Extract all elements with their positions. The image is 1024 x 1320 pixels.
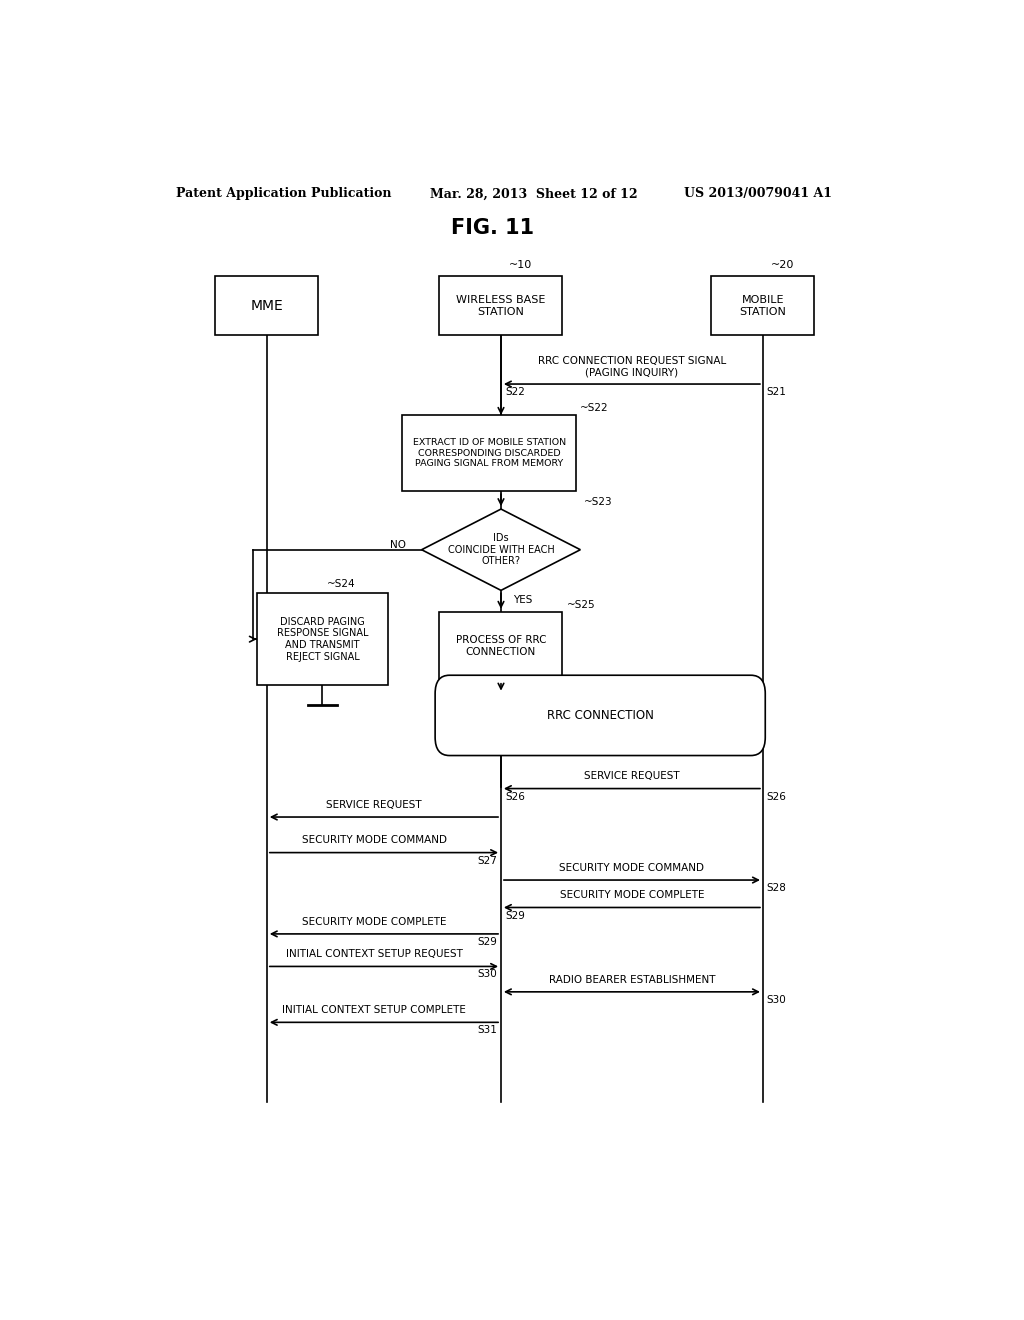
Text: S30: S30 [767, 995, 786, 1005]
Text: MOBILE
STATION: MOBILE STATION [739, 294, 786, 317]
FancyBboxPatch shape [439, 276, 562, 335]
Text: INITIAL CONTEXT SETUP COMPLETE: INITIAL CONTEXT SETUP COMPLETE [282, 1006, 466, 1015]
Text: S26: S26 [505, 792, 525, 801]
Text: MME: MME [251, 298, 284, 313]
Text: S29: S29 [505, 911, 525, 920]
Text: SECURITY MODE COMMAND: SECURITY MODE COMMAND [559, 863, 705, 873]
Text: ~S22: ~S22 [581, 403, 609, 413]
Text: ~20: ~20 [771, 260, 795, 271]
Text: ~S24: ~S24 [327, 579, 355, 589]
Text: PROCESS OF RRC
CONNECTION: PROCESS OF RRC CONNECTION [456, 635, 546, 657]
Text: RRC CONNECTION: RRC CONNECTION [547, 709, 653, 722]
FancyBboxPatch shape [439, 611, 562, 681]
Text: Mar. 28, 2013  Sheet 12 of 12: Mar. 28, 2013 Sheet 12 of 12 [430, 187, 637, 201]
Text: SECURITY MODE COMPLETE: SECURITY MODE COMPLETE [302, 917, 446, 927]
Text: S27: S27 [477, 855, 497, 866]
Text: S31: S31 [477, 1026, 497, 1035]
Text: EXTRACT ID OF MOBILE STATION
CORRESPONDING DISCARDED
PAGING SIGNAL FROM MEMORY: EXTRACT ID OF MOBILE STATION CORRESPONDI… [413, 438, 565, 469]
Text: SERVICE REQUEST: SERVICE REQUEST [584, 771, 680, 781]
FancyBboxPatch shape [257, 594, 388, 685]
Text: Patent Application Publication: Patent Application Publication [176, 187, 391, 201]
Text: ~S23: ~S23 [585, 498, 613, 507]
Text: S30: S30 [477, 969, 497, 979]
Polygon shape [422, 510, 581, 590]
FancyBboxPatch shape [435, 676, 765, 755]
Text: S28: S28 [767, 883, 786, 894]
Text: YES: YES [513, 595, 532, 606]
Text: SECURITY MODE COMMAND: SECURITY MODE COMMAND [301, 836, 446, 846]
Text: RADIO BEARER ESTABLISHMENT: RADIO BEARER ESTABLISHMENT [549, 974, 715, 985]
FancyBboxPatch shape [712, 276, 814, 335]
Text: US 2013/0079041 A1: US 2013/0079041 A1 [684, 187, 831, 201]
Text: SERVICE REQUEST: SERVICE REQUEST [327, 800, 422, 810]
Text: RRC CONNECTION REQUEST SIGNAL
(PAGING INQUIRY): RRC CONNECTION REQUEST SIGNAL (PAGING IN… [538, 356, 726, 378]
Text: S26: S26 [767, 792, 786, 801]
Text: ~10: ~10 [509, 260, 532, 271]
Text: S29: S29 [477, 937, 497, 946]
Text: S21: S21 [767, 387, 786, 397]
Text: SECURITY MODE COMPLETE: SECURITY MODE COMPLETE [560, 891, 705, 900]
Text: ~S25: ~S25 [566, 599, 595, 610]
FancyBboxPatch shape [401, 414, 577, 491]
Text: WIRELESS BASE
STATION: WIRELESS BASE STATION [457, 294, 546, 317]
Text: S22: S22 [505, 387, 525, 397]
Text: IDs
COINCIDE WITH EACH
OTHER?: IDs COINCIDE WITH EACH OTHER? [447, 533, 554, 566]
FancyBboxPatch shape [215, 276, 318, 335]
Text: INITIAL CONTEXT SETUP REQUEST: INITIAL CONTEXT SETUP REQUEST [286, 949, 463, 960]
Text: DISCARD PAGING
RESPONSE SIGNAL
AND TRANSMIT
REJECT SIGNAL: DISCARD PAGING RESPONSE SIGNAL AND TRANS… [276, 616, 369, 661]
Text: FIG. 11: FIG. 11 [452, 218, 535, 238]
Text: NO: NO [390, 540, 406, 549]
